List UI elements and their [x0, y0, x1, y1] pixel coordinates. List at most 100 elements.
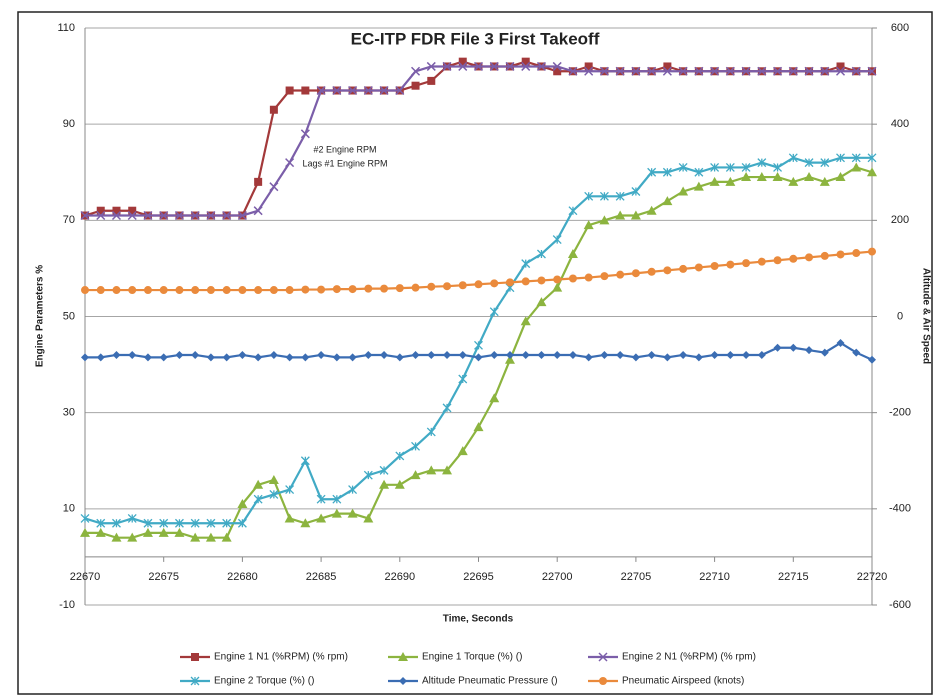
marker — [820, 348, 829, 357]
marker — [269, 489, 279, 499]
marker — [395, 284, 404, 293]
x-tick-label: 22715 — [778, 571, 809, 583]
marker — [694, 167, 704, 177]
marker — [285, 353, 294, 362]
marker — [710, 350, 719, 359]
marker — [489, 307, 499, 317]
marker — [158, 527, 169, 537]
marker — [788, 153, 798, 163]
marker — [206, 518, 216, 528]
marker — [411, 441, 420, 451]
marker — [679, 350, 688, 359]
marker — [772, 172, 783, 182]
marker — [631, 353, 640, 362]
marker — [269, 350, 278, 359]
y-tick-label: 70 — [63, 214, 75, 226]
chart-title: EC-ITP FDR File 3 First Takeoff — [351, 29, 600, 48]
marker — [159, 518, 169, 528]
marker — [457, 446, 468, 456]
marker — [458, 57, 467, 66]
y-axis-label: Engine Parameters % — [35, 265, 46, 367]
marker — [552, 61, 562, 71]
marker — [600, 272, 609, 281]
marker — [537, 276, 546, 285]
legend-label: Altitude Pneumatic Pressure () — [422, 676, 558, 687]
marker — [190, 532, 201, 542]
marker — [442, 403, 452, 413]
annotation: Lags #1 Engine RPM — [302, 158, 387, 168]
marker — [80, 513, 90, 523]
marker — [394, 479, 405, 489]
marker — [285, 158, 295, 168]
marker — [663, 62, 672, 71]
marker — [426, 465, 437, 475]
marker — [568, 350, 577, 359]
x-tick-label: 22720 — [857, 571, 888, 583]
marker — [237, 518, 247, 528]
marker — [773, 256, 782, 265]
marker — [442, 465, 453, 475]
marker — [399, 677, 407, 685]
marker — [567, 248, 578, 258]
legend-label: Engine 2 Torque (%) () — [214, 676, 314, 687]
marker — [332, 353, 341, 362]
marker — [537, 249, 546, 259]
marker — [175, 350, 184, 359]
y2-tick-label: 400 — [891, 118, 909, 130]
marker — [521, 61, 531, 71]
marker — [805, 253, 814, 262]
marker — [757, 66, 767, 76]
marker — [80, 210, 90, 221]
x-tick-label: 22695 — [463, 571, 494, 583]
marker — [536, 297, 547, 307]
marker — [95, 527, 106, 537]
legend-label: Engine 1 N1 (%RPM) (% rpm) — [214, 652, 348, 663]
marker — [96, 353, 105, 362]
marker — [222, 518, 232, 528]
marker — [852, 249, 861, 258]
marker — [398, 652, 408, 661]
marker — [631, 66, 641, 76]
marker — [143, 286, 152, 295]
marker — [112, 518, 121, 528]
marker — [112, 350, 121, 359]
marker — [835, 172, 846, 182]
marker — [411, 283, 420, 292]
marker — [820, 66, 830, 76]
x-tick-label: 22670 — [70, 571, 101, 583]
marker — [678, 162, 688, 172]
marker — [599, 66, 609, 76]
marker — [521, 57, 530, 66]
marker — [458, 350, 467, 359]
marker — [789, 254, 798, 263]
marker — [190, 518, 200, 528]
marker — [238, 350, 247, 359]
marker — [553, 67, 562, 76]
marker — [584, 353, 593, 362]
marker — [332, 285, 341, 294]
marker — [646, 205, 657, 215]
marker — [191, 286, 200, 295]
marker — [269, 182, 279, 192]
marker — [756, 172, 767, 182]
marker — [206, 353, 215, 362]
marker — [552, 282, 563, 292]
marker — [647, 167, 657, 177]
marker — [174, 210, 184, 221]
marker — [379, 479, 390, 489]
marker — [380, 350, 389, 359]
marker — [427, 282, 436, 291]
marker — [851, 162, 862, 172]
marker — [331, 508, 342, 518]
marker — [254, 177, 263, 186]
marker — [443, 350, 452, 359]
marker — [693, 181, 704, 191]
marker — [568, 206, 578, 216]
marker — [536, 61, 546, 71]
y2-tick-label: -600 — [889, 599, 911, 611]
marker — [568, 274, 577, 283]
legend-label: Engine 1 Torque (%) () — [422, 652, 522, 663]
marker — [757, 350, 766, 359]
marker — [285, 485, 295, 495]
marker — [679, 264, 688, 273]
